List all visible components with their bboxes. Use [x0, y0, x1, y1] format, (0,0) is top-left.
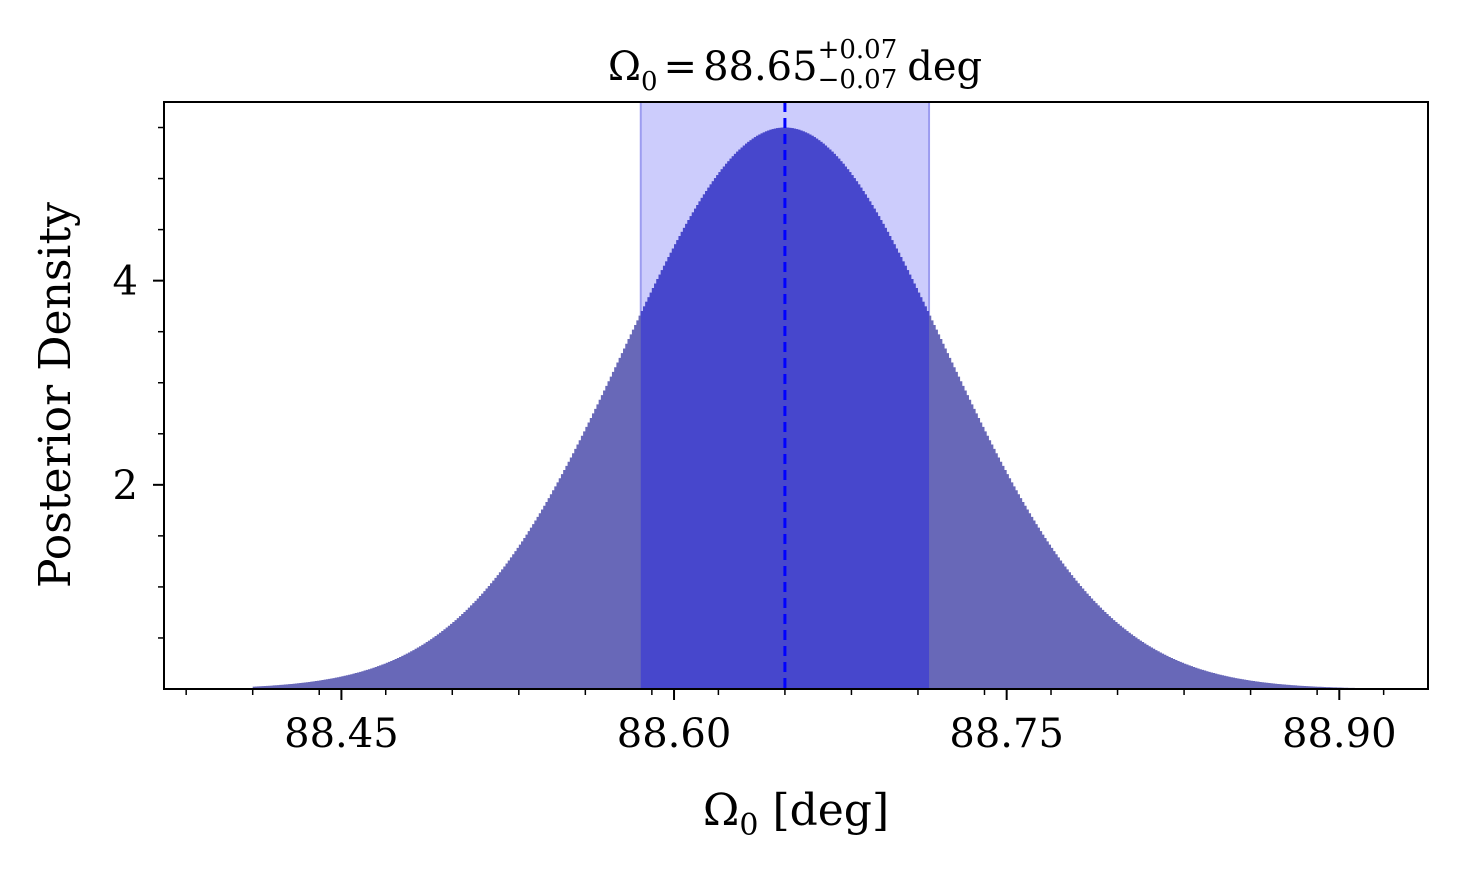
title-lower: −0.07	[818, 65, 898, 95]
chart-title: Ω0 = 88.65+0.07 −0.07 deg	[608, 35, 982, 97]
x-tick-label: 88.60	[617, 711, 732, 757]
y-axis-ticks: 24	[113, 126, 164, 639]
title-equals: =	[664, 44, 698, 90]
x-tick-label: 88.45	[284, 711, 399, 757]
title-symbol: Ω	[608, 44, 641, 90]
x-axis-ticks: 88.45 88.60 88.75 88.90	[185, 689, 1397, 757]
posterior-area-in-interval	[640, 127, 930, 689]
title-value: 88.65	[703, 44, 818, 90]
title-unit: deg	[907, 44, 982, 90]
xlabel-subscript: 0	[739, 808, 758, 843]
plot-frame	[163, 101, 1429, 690]
posterior-area-layer	[252, 127, 1362, 690]
y-axis-label: Posterior Density	[30, 202, 81, 588]
title-upper: +0.07	[818, 35, 898, 65]
x-axis-label: Ω0 [deg]	[703, 785, 889, 843]
y-tick-label: 2	[113, 463, 138, 509]
x-tick-label: 88.75	[949, 711, 1064, 757]
title-subscript: 0	[641, 67, 658, 97]
x-tick-label: 88.90	[1282, 711, 1397, 757]
y-tick-label: 4	[113, 259, 138, 305]
xlabel-unit: [deg]	[772, 785, 889, 836]
xlabel-symbol: Ω	[703, 785, 739, 836]
